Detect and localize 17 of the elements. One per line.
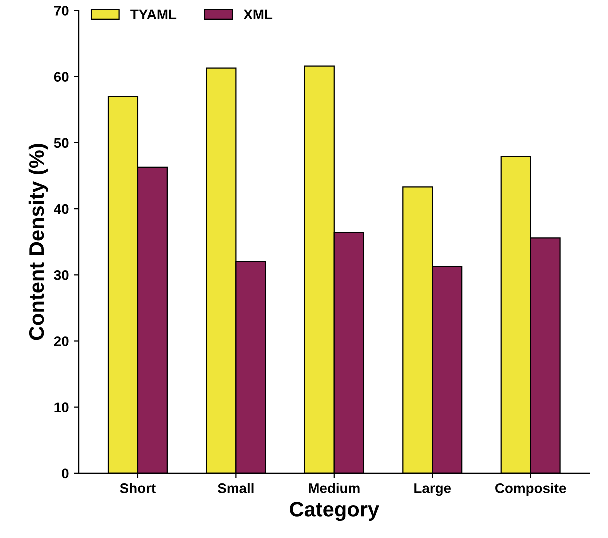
legend-label: TYAML	[130, 10, 177, 20]
y-axis-title: Content Density (%)	[28, 144, 48, 340]
y-tick-label: 60	[54, 72, 69, 82]
y-tick-label: 10	[54, 402, 69, 413]
x-tick-label: Large	[414, 484, 452, 496]
y-tick-label: 70	[54, 6, 69, 16]
x-tick-label: Composite	[496, 483, 566, 496]
x-tick-label: Short	[120, 483, 156, 494]
y-tick-label: 30	[54, 270, 69, 280]
y-tick-label: 50	[54, 138, 69, 148]
legend-label: XML	[244, 10, 273, 20]
y-tick-label: 20	[54, 336, 69, 346]
y-tick-label: 0	[62, 468, 69, 479]
x-tick-label: Medium	[309, 483, 360, 494]
x-tick-label: Small	[218, 483, 254, 494]
y-tick-label: 40	[54, 204, 69, 214]
x-axis-title: Category	[290, 502, 380, 522]
